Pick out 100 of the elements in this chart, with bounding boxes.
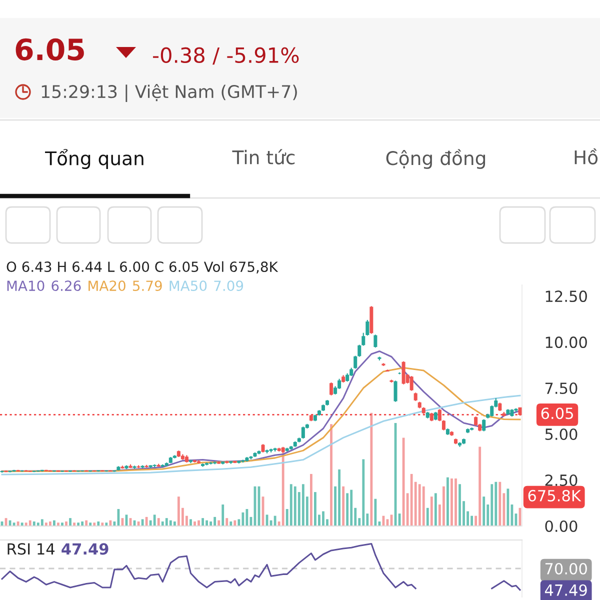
annotation: 6.26 [52, 280, 81, 292]
bar [418, 484, 421, 526]
bar [290, 484, 292, 526]
candlestick [358, 344, 362, 358]
bar [434, 493, 437, 526]
bar [314, 492, 316, 526]
bar [85, 520, 88, 526]
bar [226, 518, 228, 526]
y-tick-label: 0.00 [545, 520, 578, 532]
bar [77, 522, 80, 526]
bar [24, 522, 28, 526]
bar [157, 518, 160, 526]
candlestick [301, 426, 305, 440]
text: Tổng quan [45, 148, 144, 170]
bar [141, 519, 144, 526]
bar [446, 477, 449, 526]
bar [422, 486, 425, 526]
bar [169, 520, 172, 526]
text: Hồ [574, 148, 598, 164]
candlestick [330, 382, 334, 396]
bar [506, 488, 510, 526]
bar [454, 478, 457, 526]
candlestick [482, 418, 486, 432]
bar [294, 486, 296, 526]
bar [165, 518, 168, 526]
chart-title: 6.05 [16, 38, 84, 60]
chart-title: RSI 14 [8, 543, 55, 555]
bar [65, 521, 68, 526]
bar [198, 520, 200, 526]
bar [40, 519, 44, 526]
bar [374, 498, 377, 526]
y-tick-label: 70.00 [545, 562, 587, 575]
bar [230, 521, 232, 526]
bar [470, 516, 474, 526]
bar [282, 450, 284, 526]
chart-subtitle: -0.38 / -5.91% [153, 47, 299, 65]
bar [322, 511, 324, 526]
bar [16, 521, 20, 526]
bar [410, 474, 413, 526]
y-tick-label: 5.00 [545, 428, 578, 440]
bar [310, 474, 312, 526]
y-tick-label: 7.50 [545, 382, 578, 394]
text: MA50 [170, 280, 207, 292]
candlestick [402, 360, 406, 385]
bar [210, 521, 212, 526]
bar [69, 518, 72, 526]
bar [338, 469, 341, 526]
line-series [1, 394, 521, 476]
bar [362, 459, 365, 526]
candlestick [490, 404, 494, 418]
bar [242, 512, 244, 526]
bar [346, 493, 349, 526]
candlestick [410, 376, 414, 392]
annotation: 5.79 [132, 280, 162, 292]
text: Tin tức [232, 149, 295, 164]
bar [145, 516, 148, 526]
bar [177, 496, 180, 526]
text: 675.8K [528, 490, 582, 502]
bar [482, 496, 486, 526]
text: MA10 [7, 280, 44, 292]
bar [73, 522, 76, 526]
bar [450, 478, 453, 526]
bar [44, 522, 48, 526]
bar [12, 522, 16, 526]
bar [20, 522, 24, 526]
bar [81, 521, 84, 526]
text: O 6.43 H 6.44 L 6.00 C 6.05 Vol 675,8K [6, 261, 278, 274]
bar [442, 486, 445, 526]
bar [490, 484, 494, 526]
y-tick-label: 47.49 [544, 584, 587, 596]
text: 15:29:13 | Việt Nam (GMT+7) [42, 84, 297, 102]
bar [202, 518, 204, 526]
bar [105, 522, 108, 526]
bar [153, 514, 156, 526]
bar [117, 509, 120, 526]
bar [32, 521, 36, 526]
bar [97, 521, 100, 526]
bar [101, 522, 104, 526]
text: MA20 [88, 280, 126, 292]
bar [194, 521, 196, 526]
candlestick [394, 380, 398, 402]
candlestick [374, 334, 378, 348]
bar [222, 504, 224, 526]
bar [430, 496, 433, 526]
bar [218, 520, 220, 526]
bar [498, 482, 502, 526]
bar [93, 522, 96, 526]
text: Cộng đồng [386, 149, 486, 169]
bar [28, 520, 32, 526]
bar [173, 521, 176, 526]
bar [370, 412, 373, 526]
annotation: 47.49 [62, 543, 108, 555]
bar [89, 522, 92, 526]
y-tick-label: 12.50 [546, 290, 587, 302]
bar [48, 521, 52, 526]
bar [350, 490, 353, 526]
bar [426, 508, 429, 526]
bar [458, 484, 461, 526]
bar [234, 520, 236, 526]
bar [246, 509, 248, 526]
